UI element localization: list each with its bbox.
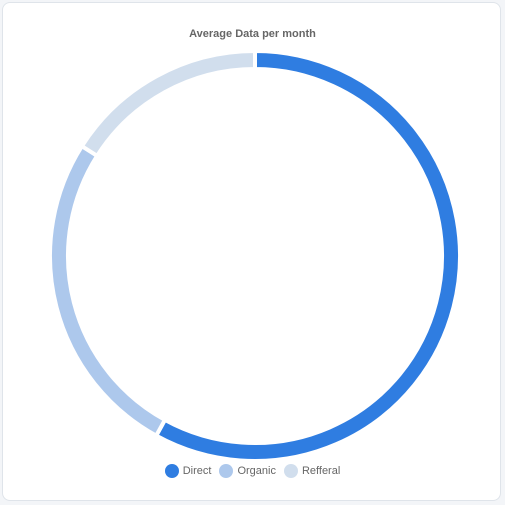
legend-swatch-direct bbox=[164, 464, 179, 478]
legend-item-organic[interactable]: Organic bbox=[219, 464, 276, 478]
legend-label-organic: Organic bbox=[237, 465, 276, 477]
legend-swatch-refferal bbox=[283, 464, 298, 478]
chart-title: Average Data per month bbox=[189, 28, 316, 40]
chart-legend: Direct Organic Refferal bbox=[3, 464, 502, 478]
legend-label-direct: Direct bbox=[182, 465, 212, 477]
legend-item-direct[interactable]: Direct bbox=[164, 464, 212, 478]
slice-refferal[interactable] bbox=[79, 48, 257, 159]
legend-item-refferal[interactable]: Refferal bbox=[283, 464, 341, 478]
legend-label-refferal: Refferal bbox=[301, 465, 341, 477]
doughnut-chart bbox=[48, 48, 462, 463]
legend-swatch-organic bbox=[219, 464, 234, 478]
slice-direct[interactable] bbox=[153, 48, 462, 463]
slice-organic[interactable] bbox=[48, 143, 168, 439]
chart-card: Average Data per month Direct Organic Re… bbox=[2, 2, 501, 501]
